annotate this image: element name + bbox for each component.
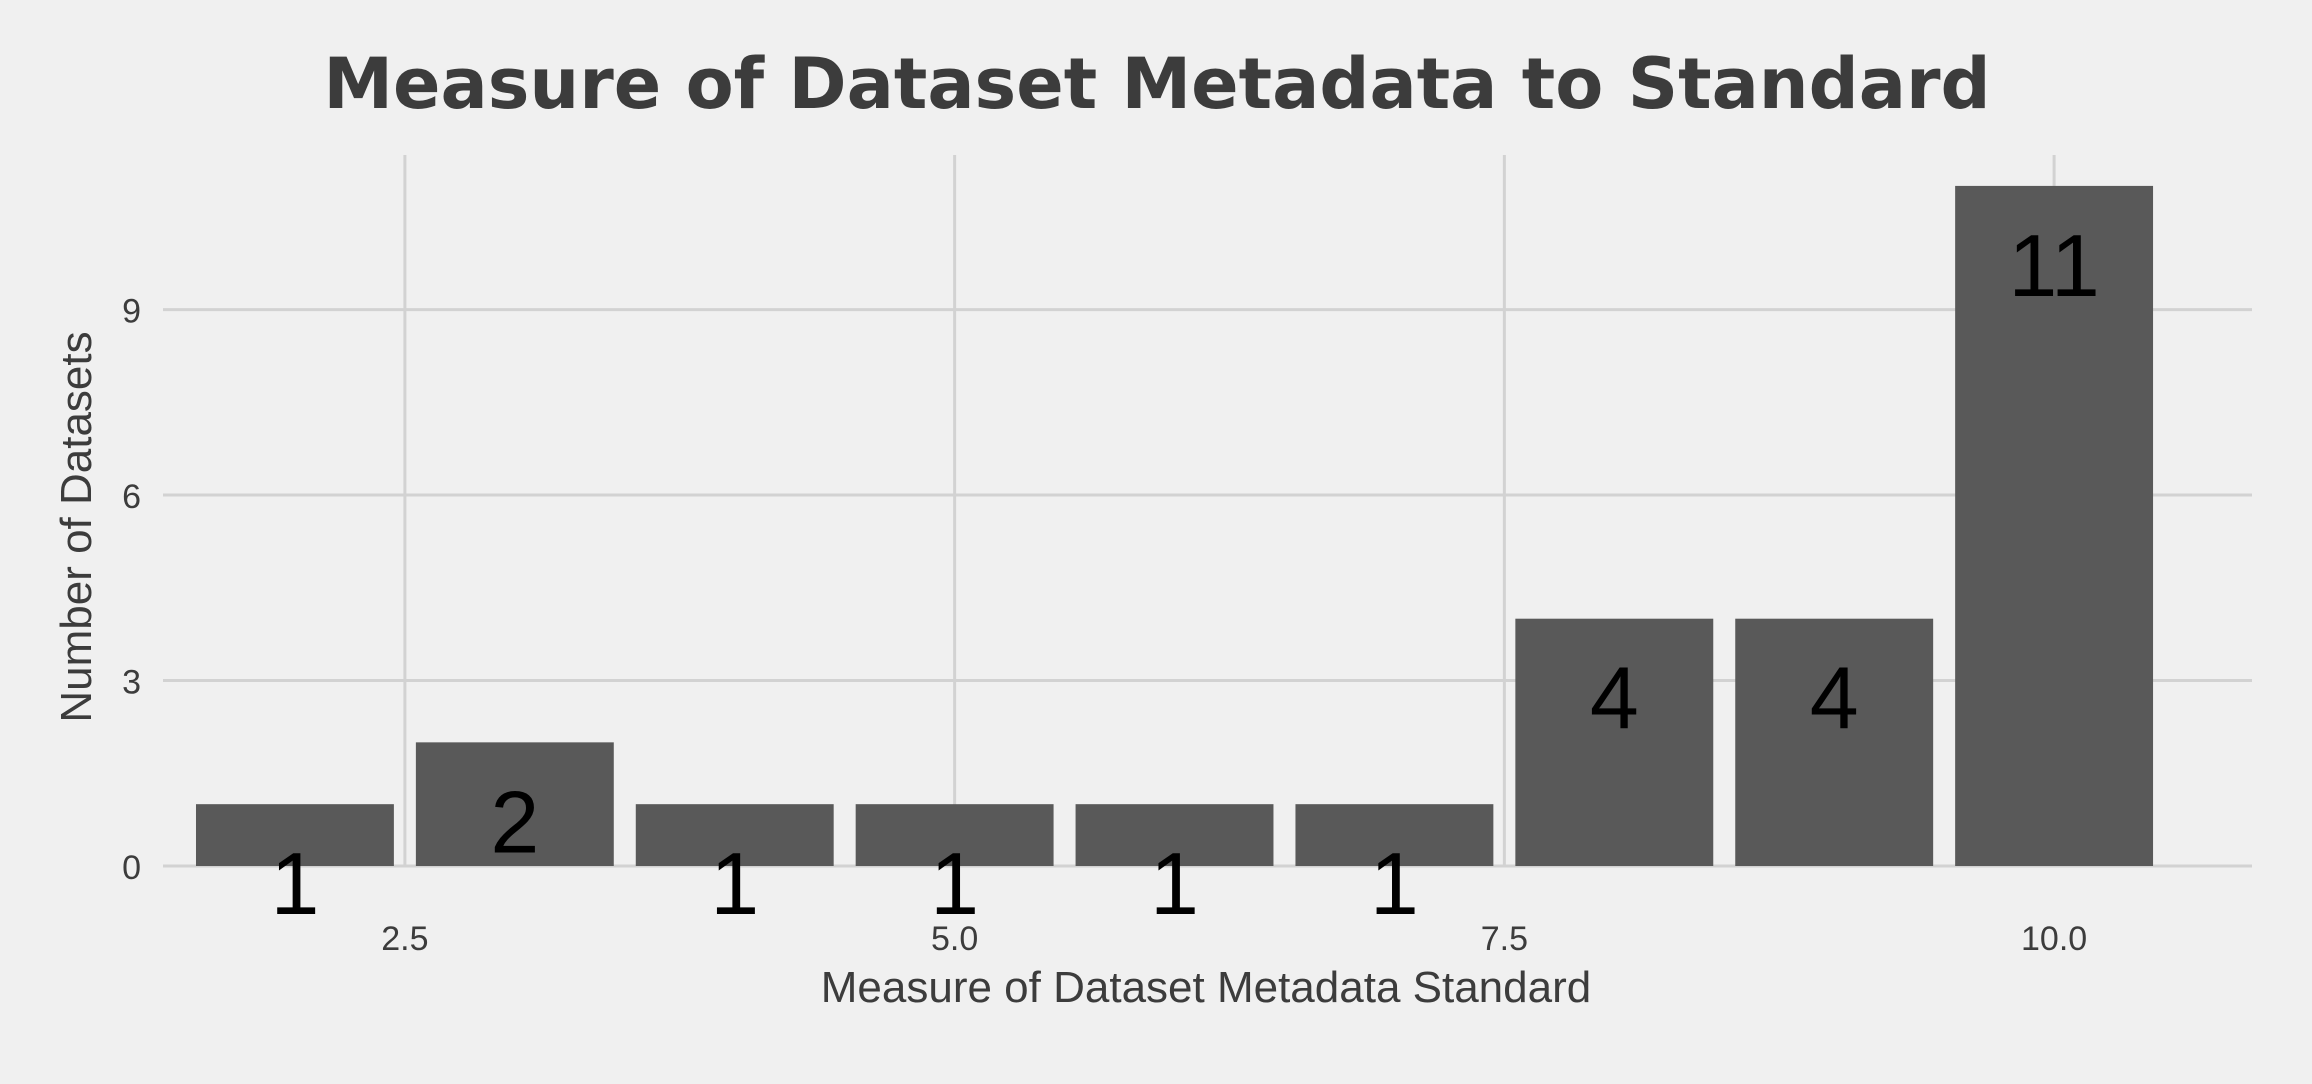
bar <box>1515 618 1714 866</box>
bar <box>1735 618 1934 866</box>
bar-value-label: 1 <box>930 834 979 933</box>
x-tick-label: 2.5 <box>381 920 428 958</box>
bar <box>195 804 394 866</box>
bar-value-label: 11 <box>2008 216 2099 315</box>
bar-value-label: 1 <box>1150 834 1199 933</box>
bar-value-label: 1 <box>270 834 319 933</box>
bar <box>1955 185 2154 867</box>
bar <box>855 804 1054 866</box>
bar <box>415 742 614 866</box>
chart-title: Measure of Dataset Metadata to Standard <box>323 43 1990 125</box>
x-axis-label: Measure of Dataset Metadata Standard <box>821 963 1591 1012</box>
bar <box>1295 804 1494 866</box>
bars <box>195 185 2154 867</box>
bar <box>635 804 834 866</box>
y-tick-label: 6 <box>122 478 141 516</box>
bar <box>1075 804 1274 866</box>
y-tick-label: 9 <box>122 293 141 331</box>
bar-value-label: 1 <box>710 834 759 933</box>
bar-value-label: 1 <box>1370 834 1419 933</box>
y-tick-label: 0 <box>122 849 141 887</box>
data-labels: 121 1 1 14 411 <box>270 216 2099 933</box>
y-tick-label: 3 <box>122 664 141 702</box>
bar-value-label: 4 <box>1590 649 1639 748</box>
bar-value-label: 2 <box>490 772 539 871</box>
x-tick-label: 7.5 <box>1481 920 1528 958</box>
y-tick-labels: 0 3 6 9 <box>122 293 141 887</box>
x-tick-label: 10.0 <box>2021 920 2087 958</box>
y-axis-label: Number of Datasets <box>52 331 101 722</box>
x-tick-labels: 2.5 5.0 7.5 10.0 <box>381 920 2087 958</box>
bar-value-label: 4 <box>1810 649 1859 748</box>
x-tick-label: 5.0 <box>931 920 978 958</box>
